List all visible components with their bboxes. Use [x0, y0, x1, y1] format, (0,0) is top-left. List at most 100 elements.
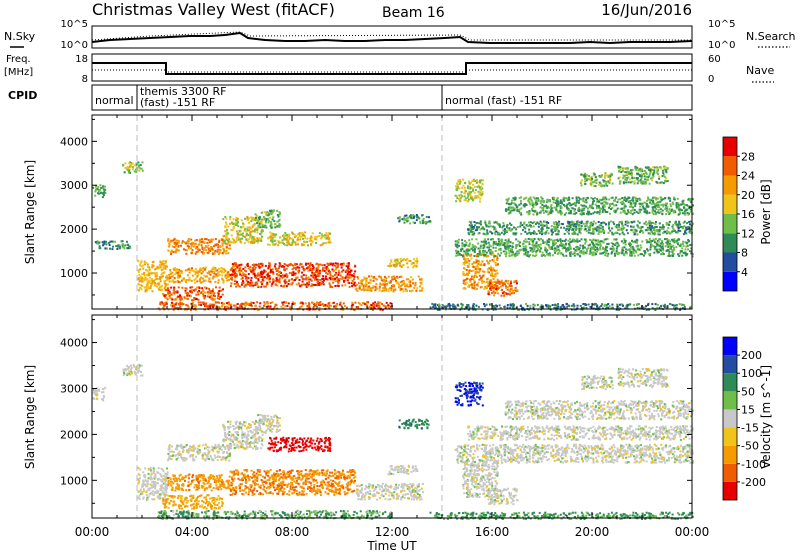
power-cell — [593, 221, 595, 223]
power-cell — [167, 288, 169, 290]
power-cell — [464, 240, 466, 242]
power-cell — [244, 266, 246, 268]
power-cell — [410, 276, 412, 278]
power-cell — [509, 212, 511, 214]
power-cell — [102, 244, 104, 246]
power-cell — [359, 303, 361, 305]
power-cell — [270, 211, 272, 213]
power-cell — [540, 228, 542, 230]
power-cell — [343, 264, 345, 266]
power-cell — [329, 233, 331, 235]
power-cell — [214, 295, 216, 297]
power-cell — [517, 226, 519, 228]
power-cell — [243, 282, 245, 284]
power-cell — [255, 213, 257, 215]
power-cell — [371, 275, 373, 277]
power-cell — [327, 267, 329, 269]
power-cell — [389, 263, 391, 265]
power-cell — [619, 233, 621, 235]
power-cell — [302, 232, 304, 234]
power-cell — [226, 229, 228, 231]
power-cell — [156, 267, 158, 269]
power-cell — [513, 232, 515, 234]
power-cell — [495, 285, 497, 287]
power-cell — [174, 246, 176, 248]
power-cell — [189, 287, 191, 289]
power-cell — [390, 289, 392, 291]
power-cell — [477, 285, 479, 287]
power-cell — [288, 243, 290, 245]
power-cell — [486, 252, 488, 254]
power-cell — [630, 252, 632, 254]
power-cell — [312, 302, 314, 304]
power-cell — [487, 268, 489, 270]
power-cell — [201, 247, 203, 249]
power-cell — [288, 264, 290, 266]
power-cell — [413, 258, 415, 260]
power-cell — [476, 186, 478, 188]
power-cell — [538, 226, 540, 228]
power-cell — [494, 255, 496, 257]
power-cell — [509, 294, 511, 296]
power-cell — [603, 230, 605, 232]
power-cell — [532, 251, 534, 253]
power-cell — [194, 273, 196, 275]
power-cell — [579, 221, 581, 223]
power-cell — [235, 217, 237, 219]
power-cell — [214, 281, 216, 283]
power-cell — [252, 267, 254, 269]
power-cell — [493, 247, 495, 249]
power-cell — [422, 214, 424, 216]
power-cell — [682, 200, 684, 202]
power-cell — [236, 273, 238, 275]
power-cell — [542, 207, 544, 209]
power-cell — [100, 187, 102, 189]
power-cell — [267, 213, 269, 215]
power-cell — [212, 253, 214, 255]
power-cell — [613, 238, 615, 240]
power-cell — [469, 243, 471, 245]
power-cell — [558, 230, 560, 232]
power-cell — [286, 305, 288, 307]
power-cell — [520, 203, 522, 205]
power-cell — [548, 232, 550, 234]
power-cell — [587, 247, 589, 249]
power-cell — [233, 305, 235, 307]
power-cell — [572, 229, 574, 231]
power-cell — [196, 246, 198, 248]
power-cell — [656, 230, 658, 232]
power-cell — [421, 290, 423, 292]
power-cell — [551, 230, 553, 232]
power-cell — [455, 200, 457, 202]
power-cell — [229, 244, 231, 246]
power-cell — [239, 230, 241, 232]
power-cell — [510, 248, 512, 250]
power-cell — [130, 166, 132, 168]
power-cell — [303, 283, 305, 285]
power-cell — [420, 222, 422, 224]
power-cell — [586, 250, 588, 252]
power-cell — [614, 255, 616, 257]
power-cell — [607, 238, 609, 240]
power-cell — [142, 161, 144, 163]
power-cell — [683, 245, 685, 247]
power-cell — [359, 287, 361, 289]
beam-label: Beam 16 — [382, 5, 445, 21]
power-cell — [548, 241, 550, 243]
power-cell — [322, 278, 324, 280]
power-cell — [240, 303, 242, 305]
power-cell — [141, 168, 143, 170]
power-cell — [629, 249, 631, 251]
power-cell — [259, 233, 261, 235]
power-cell — [553, 241, 555, 243]
power-cell — [204, 247, 206, 249]
power-cell — [185, 269, 187, 271]
power-cell — [411, 217, 413, 219]
power-cell — [687, 248, 689, 250]
power-cell — [169, 269, 171, 271]
power-cell — [346, 265, 348, 267]
power-cell — [604, 254, 606, 256]
power-cell — [532, 244, 534, 246]
power-cell — [565, 243, 567, 245]
power-cell — [276, 277, 278, 279]
